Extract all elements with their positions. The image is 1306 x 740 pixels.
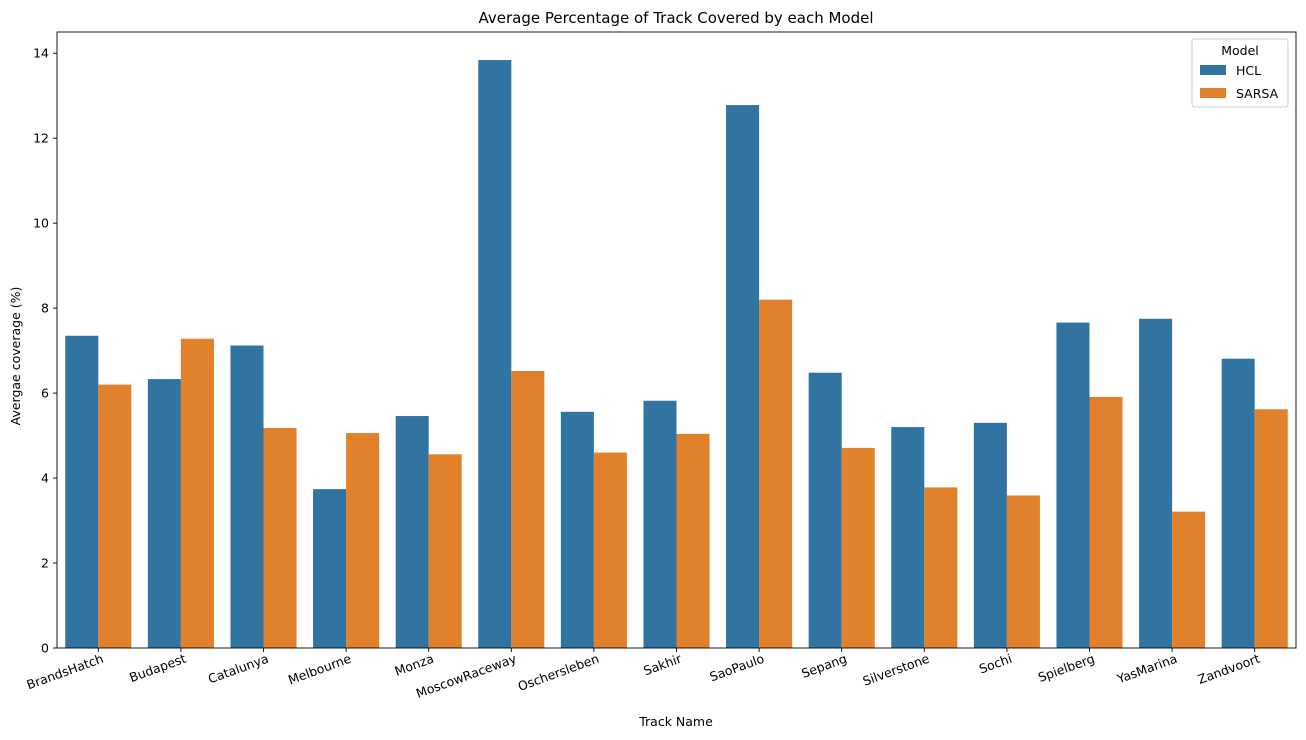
bar-sarsa-silverstone	[924, 487, 957, 648]
bar-hcl-silverstone	[891, 427, 924, 648]
bar-sarsa-zandvoort	[1255, 409, 1288, 648]
x-tick-label: Catalunya	[206, 651, 271, 687]
bar-sarsa-melbourne	[346, 433, 379, 648]
y-tick-label: 10	[33, 216, 49, 231]
bar-sarsa-spielberg	[1090, 397, 1123, 648]
x-tick-label: BrandsHatch	[25, 651, 106, 693]
legend-swatch-sarsa	[1200, 88, 1226, 98]
legend-label-sarsa: SARSA	[1236, 86, 1279, 101]
y-tick-label: 0	[41, 641, 49, 656]
chart-title: Average Percentage of Track Covered by e…	[478, 9, 873, 27]
legend: Model HCL SARSA	[1192, 39, 1288, 107]
x-tick-label: Sepang	[799, 651, 848, 681]
bar-hcl-sochi	[974, 423, 1007, 648]
bar-sarsa-sepang	[842, 448, 875, 648]
bar-hcl-moscowraceway	[478, 60, 511, 648]
bar-sarsa-budapest	[181, 339, 214, 648]
x-tick-label: Budapest	[127, 651, 188, 685]
legend-label-hcl: HCL	[1236, 63, 1261, 78]
x-tick-label: Sochi	[977, 651, 1014, 677]
bar-sarsa-brandshatch	[98, 385, 131, 648]
bar-hcl-spielberg	[1056, 323, 1089, 648]
x-tick-label: Oschersleben	[516, 651, 601, 694]
bar-hcl-saopaulo	[726, 105, 759, 648]
bar-hcl-catalunya	[230, 346, 263, 648]
bar-hcl-yasmarina	[1139, 319, 1172, 648]
x-tick-label: Monza	[392, 651, 435, 679]
x-tick-label: Sakhir	[641, 650, 684, 678]
bar-sarsa-saopaulo	[759, 300, 792, 648]
x-tick-label: Melbourne	[286, 651, 353, 688]
bar-sarsa-sochi	[1007, 495, 1040, 648]
bar-hcl-monza	[396, 416, 429, 648]
legend-swatch-hcl	[1200, 65, 1226, 75]
y-tick-label: 2	[41, 556, 49, 571]
bar-hcl-sakhir	[643, 401, 676, 648]
bar-sarsa-yasmarina	[1172, 512, 1205, 648]
bar-sarsa-moscowraceway	[511, 371, 544, 648]
y-axis-label: Avergae coverage (%)	[8, 287, 23, 426]
x-tick-label: Silverstone	[861, 651, 932, 689]
bar-sarsa-catalunya	[264, 428, 297, 648]
x-tick-label: Spielberg	[1036, 651, 1097, 685]
y-tick-label: 8	[41, 301, 49, 316]
y-tick-label: 6	[41, 386, 49, 401]
bar-sarsa-monza	[429, 454, 462, 648]
bar-hcl-brandshatch	[65, 336, 98, 648]
bar-hcl-oschersleben	[561, 412, 594, 648]
x-tick-label: YasMarina	[1114, 651, 1179, 687]
y-tick-label: 14	[33, 46, 49, 61]
bar-hcl-sepang	[809, 373, 842, 648]
y-tick-label: 4	[41, 471, 49, 486]
bar-hcl-zandvoort	[1222, 359, 1255, 648]
y-tick-label: 12	[33, 131, 49, 146]
x-axis-label: Track Name	[638, 714, 713, 729]
bar-hcl-budapest	[148, 379, 181, 648]
x-tick-label: SaoPaulo	[708, 651, 767, 685]
bar-sarsa-oschersleben	[594, 453, 627, 648]
bar-hcl-melbourne	[313, 489, 346, 648]
plot-area: 0 2 4 6 8 10 12 14 BrandsHatch Budapest Catalunya M…	[25, 32, 1296, 701]
legend-title: Model	[1221, 43, 1259, 58]
bar-sarsa-sakhir	[677, 434, 710, 648]
x-tick-label: Zandvoort	[1196, 651, 1262, 687]
